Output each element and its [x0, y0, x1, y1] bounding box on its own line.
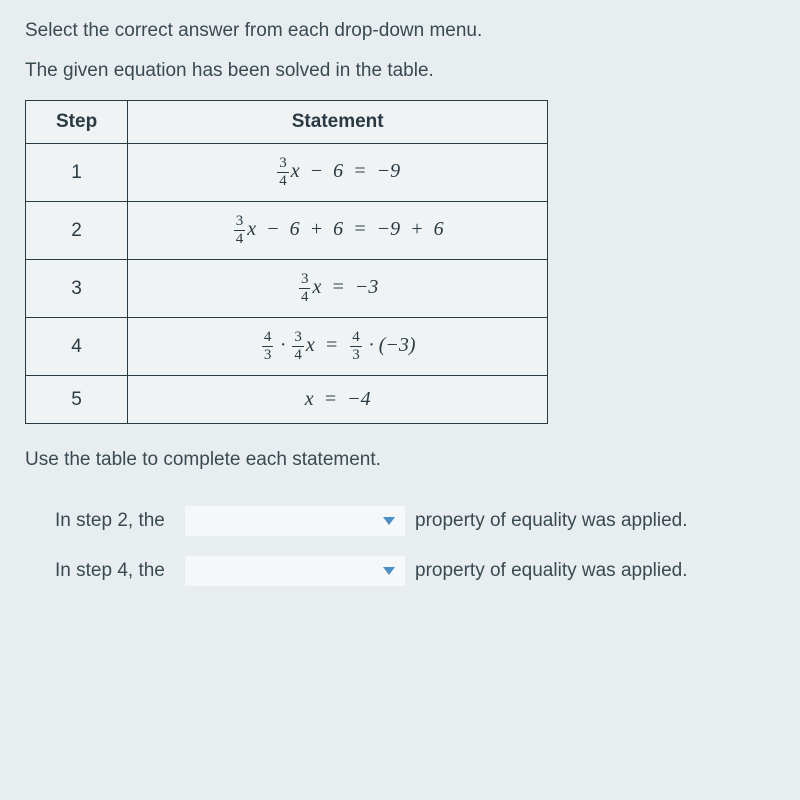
fill-in-suffix: property of equality was applied.	[415, 510, 688, 532]
chevron-down-icon	[383, 517, 395, 525]
step-number: 3	[26, 260, 128, 318]
table-row: 1 34x − 6 = −9	[26, 144, 548, 202]
fill-in-prefix: In step 4, the	[55, 560, 185, 582]
step-number: 5	[26, 376, 128, 424]
statement-header: Statement	[128, 101, 548, 144]
property-dropdown-step4[interactable]	[185, 556, 405, 586]
complete-instruction: Use the table to complete each statement…	[25, 449, 775, 471]
fill-in-row: In step 4, the property of equality was …	[55, 556, 775, 586]
statement-cell: 34x − 6 + 6 = −9 + 6	[128, 202, 548, 260]
step-number: 2	[26, 202, 128, 260]
table-row: 5 x = −4	[26, 376, 548, 424]
instruction-text: Select the correct answer from each drop…	[25, 20, 775, 42]
table-header-row: Step Statement	[26, 101, 548, 144]
statement-cell: 43 · 34x = 43 · (−3)	[128, 318, 548, 376]
step-number: 4	[26, 318, 128, 376]
fill-in-row: In step 2, the property of equality was …	[55, 506, 775, 536]
table-row: 3 34x = −3	[26, 260, 548, 318]
property-dropdown-step2[interactable]	[185, 506, 405, 536]
table-row: 4 43 · 34x = 43 · (−3)	[26, 318, 548, 376]
statement-cell: 34x = −3	[128, 260, 548, 318]
table-row: 2 34x − 6 + 6 = −9 + 6	[26, 202, 548, 260]
step-number: 1	[26, 144, 128, 202]
statement-cell: 34x − 6 = −9	[128, 144, 548, 202]
step-header: Step	[26, 101, 128, 144]
solution-table: Step Statement 1 34x − 6 = −9 2 34x − 6 …	[25, 100, 548, 424]
fill-in-suffix: property of equality was applied.	[415, 560, 688, 582]
fill-in-prefix: In step 2, the	[55, 510, 185, 532]
description-text: The given equation has been solved in th…	[25, 60, 775, 82]
statement-cell: x = −4	[128, 376, 548, 424]
chevron-down-icon	[383, 567, 395, 575]
